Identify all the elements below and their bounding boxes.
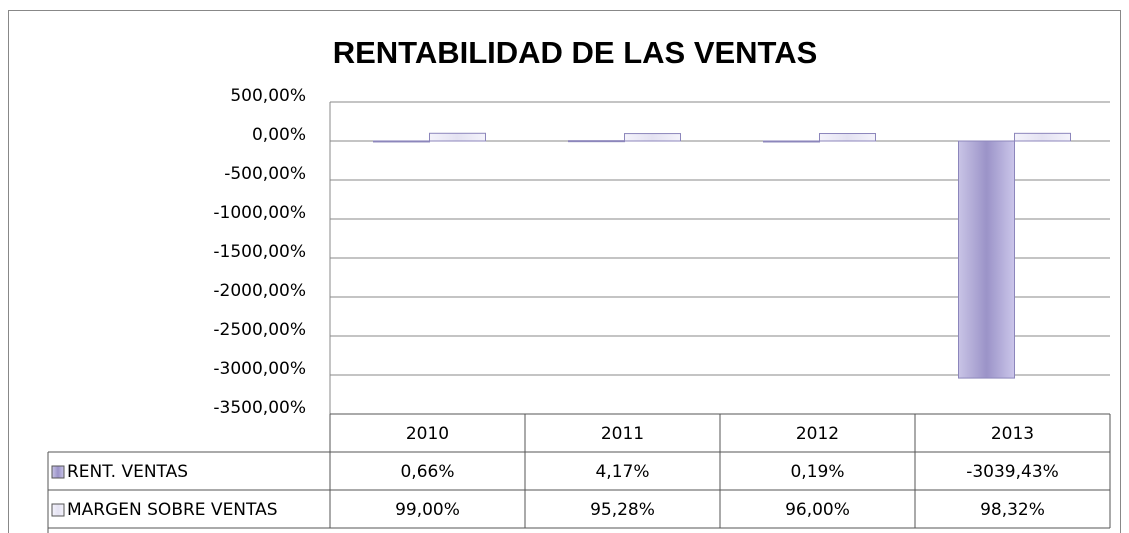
bar <box>429 132 486 142</box>
y-tick-label: 0,00% <box>252 125 306 145</box>
bar <box>568 140 625 143</box>
bar <box>958 140 1015 379</box>
y-tick-label: -3000,00% <box>213 359 306 379</box>
legend-swatch <box>51 503 65 517</box>
bar <box>763 140 820 143</box>
y-tick-label: -500,00% <box>224 164 306 184</box>
chart-border <box>8 10 1121 533</box>
bar <box>1014 132 1071 142</box>
legend-label: MARGEN SOBRE VENTAS <box>67 500 278 520</box>
x-tick-label: 2012 <box>796 424 839 444</box>
y-tick-label: 500,00% <box>230 86 306 106</box>
chart-title: RENTABILIDAD DE LAS VENTAS <box>333 35 818 70</box>
x-tick-label: 2010 <box>406 424 449 444</box>
data-label: 0,19% <box>790 462 844 482</box>
data-label: 4,17% <box>595 462 649 482</box>
bar <box>819 133 876 142</box>
data-label: 96,00% <box>785 500 850 520</box>
legend-label: RENT. VENTAS <box>67 462 188 482</box>
legend-swatch <box>51 465 65 479</box>
bar <box>624 133 681 142</box>
y-tick-label: -2000,00% <box>213 281 306 301</box>
y-tick-label: -3500,00% <box>213 398 306 418</box>
y-tick-label: -2500,00% <box>213 320 306 340</box>
data-label: 0,66% <box>400 462 454 482</box>
x-tick-label: 2011 <box>601 424 644 444</box>
y-tick-label: -1000,00% <box>213 203 306 223</box>
data-label: -3039,43% <box>966 462 1059 482</box>
bar <box>373 140 430 143</box>
data-label: 99,00% <box>395 500 460 520</box>
x-tick-label: 2013 <box>991 424 1034 444</box>
y-tick-label: -1500,00% <box>213 242 306 262</box>
data-label: 98,32% <box>980 500 1045 520</box>
data-label: 95,28% <box>590 500 655 520</box>
